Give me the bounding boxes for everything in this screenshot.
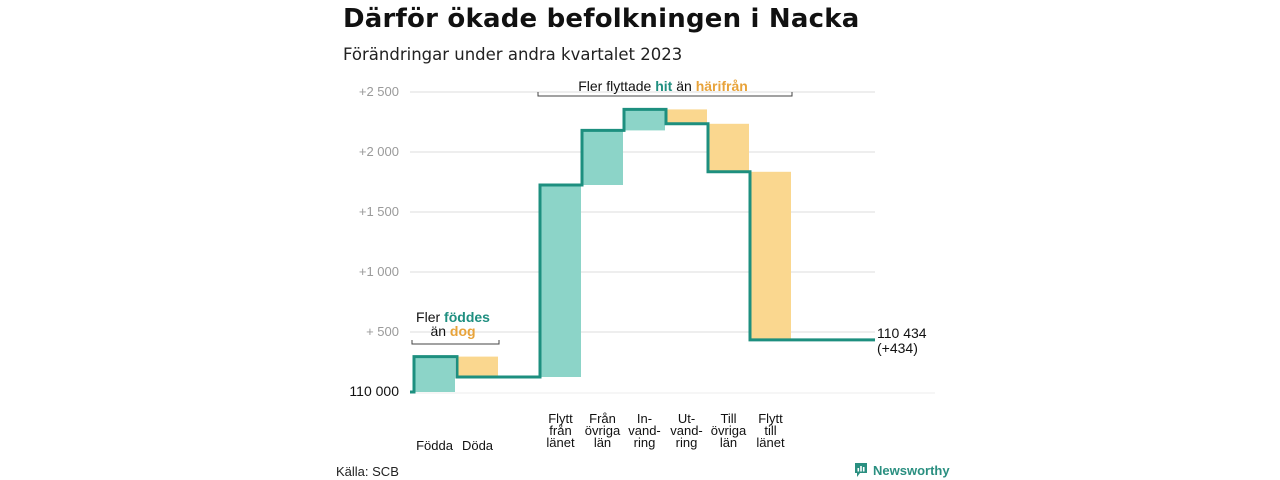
y-tick-label: +2 500: [359, 84, 399, 99]
brand-logo: Newsworthy: [854, 462, 950, 478]
annotation-moves-bracket: [537, 92, 793, 97]
x-tick-label: Flytt från länet: [546, 411, 575, 450]
y-tick-label: +1 500: [359, 204, 399, 219]
waterfall-bar: [666, 109, 707, 124]
annotation-births-line2: än dog: [430, 323, 475, 339]
x-tick-label: Döda: [462, 438, 494, 453]
x-tick-label: Flytt till länet: [756, 411, 785, 450]
y-tick-label: +1 000: [359, 264, 399, 279]
waterfall-bar: [540, 185, 581, 377]
chart-title: Därför ökade befolkningen i Nacka: [343, 4, 860, 34]
waterfall-bar: [624, 109, 665, 131]
x-tick-label: Från övriga län: [585, 411, 621, 450]
waterfall-bar: [750, 171, 791, 340]
waterfall-bar: [582, 130, 623, 185]
annotation-births-line1: Fler föddes: [416, 309, 490, 325]
waterfall-bar: [708, 123, 749, 172]
end-total-label: 110 434: [877, 325, 927, 341]
cumulative-step-line: [410, 107, 875, 394]
waterfall-bar: [457, 356, 498, 377]
annotation-births-bracket: [411, 340, 500, 345]
source-note: Källa: SCB: [336, 464, 399, 479]
annotation-moves: Fler flyttade hit än härifrån: [578, 78, 748, 94]
brand-name: Newsworthy: [873, 462, 950, 478]
x-tick-label: Till övriga län: [711, 411, 747, 450]
x-tick-label: In-vand-ring: [628, 411, 661, 450]
x-tick-label: Födda: [416, 438, 454, 453]
newsworthy-logo-icon: [855, 463, 867, 477]
y-tick-label: + 500: [366, 324, 399, 339]
y-base-label: 110 000: [349, 383, 399, 399]
chart-subtitle: Förändringar under andra kvartalet 2023: [343, 45, 683, 64]
end-change-label: (+434): [877, 340, 918, 356]
x-tick-label: Ut-vand-ring: [670, 411, 703, 450]
y-tick-label: +2 000: [359, 144, 399, 159]
waterfall-bar: [414, 356, 455, 392]
